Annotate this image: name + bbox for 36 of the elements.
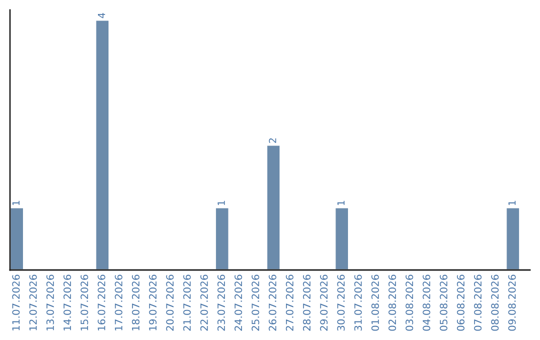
x-tick-label: 26.07.2026	[268, 274, 276, 331]
x-tick-label: 03.08.2026	[406, 274, 414, 331]
x-tick-label: 31.07.2026	[354, 274, 362, 331]
x-tick-label: 27.07.2026	[286, 274, 294, 331]
x-tick-label: 18.07.2026	[132, 274, 140, 330]
x-tick-label: 04.08.2026	[422, 274, 430, 331]
x-tick-label: 05.08.2026	[440, 274, 448, 331]
data-label: 1	[218, 200, 225, 206]
x-tick-label: 16.07.2026	[98, 274, 106, 330]
x-tick-label: 14.07.2026	[63, 274, 72, 330]
x-tick-label: 30.07.2026	[337, 274, 345, 331]
x-tick-label: 11.07.2026	[12, 274, 20, 330]
x-tick-label: 23.07.2026	[217, 274, 226, 331]
x-tick-label: 25.07.2026	[252, 274, 260, 331]
data-label: 1	[337, 200, 345, 206]
x-tick-label: 02.08.2026	[388, 274, 396, 331]
x-tick-label: 17.07.2026	[114, 274, 122, 330]
data-label: 1	[508, 200, 516, 206]
x-tick-label: 22.07.2026	[200, 274, 208, 331]
x-tick-label: 21.07.2026	[183, 274, 191, 331]
x-tick-label: 07.08.2026	[474, 274, 482, 331]
x-tick-label: 15.07.2026	[80, 274, 88, 330]
x-tick-label: 08.08.2026	[491, 274, 499, 331]
data-label: 2	[268, 138, 276, 143]
data-label: 4	[98, 12, 106, 18]
data-label: 1	[12, 200, 20, 206]
x-tick-label: 06.08.2026	[456, 274, 464, 331]
x-tick-label: 01.08.2026	[371, 274, 379, 331]
x-tick-label: 29.07.2026	[320, 274, 328, 331]
x-tick-label: 13.07.2026	[46, 274, 54, 330]
x-tick-label: 12.07.2026	[29, 274, 37, 330]
x-tick-label: 28.07.2026	[302, 274, 311, 331]
x-tick-label: 20.07.2026	[166, 274, 174, 331]
x-tick-label: 09.08.2026	[508, 274, 516, 331]
x-tick-label: 19.07.2026	[149, 274, 157, 330]
x-tick-label: 24.07.2026	[234, 274, 242, 331]
